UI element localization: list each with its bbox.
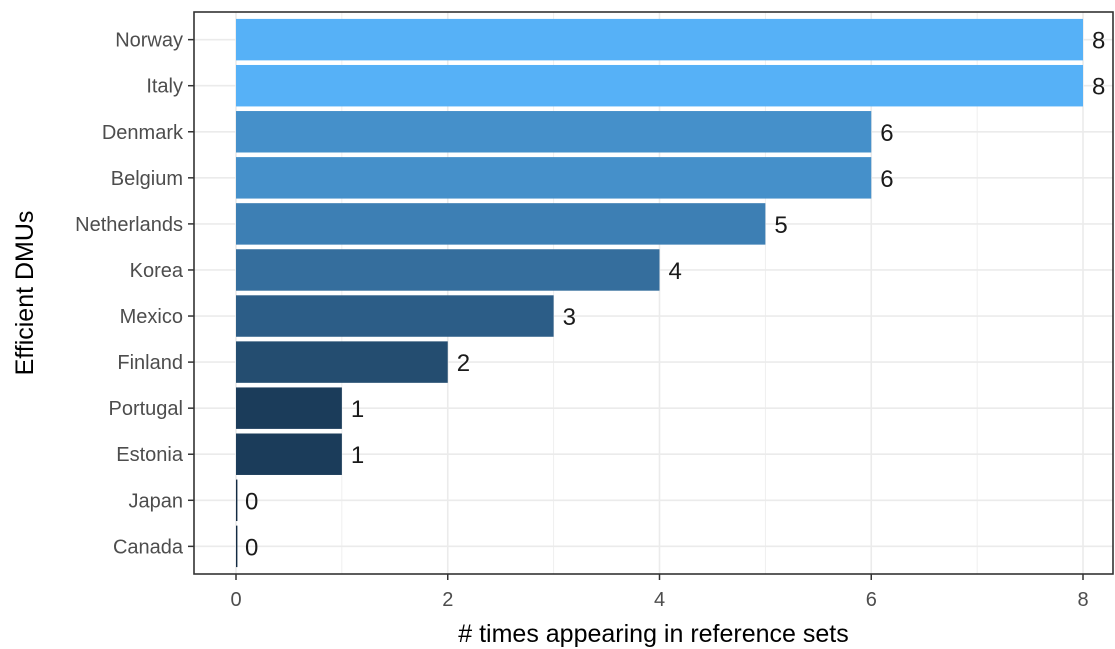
x-tick-label-0: 0 <box>230 589 241 611</box>
y-tick-label-estonia: Estonia <box>116 444 184 466</box>
x-tick-label-4: 4 <box>654 589 665 611</box>
data-label-italy: 8 <box>1092 74 1105 101</box>
y-tick-label-norway: Norway <box>115 30 183 52</box>
bar-italy <box>236 64 1083 107</box>
bar-korea <box>236 249 660 291</box>
x-axis-ticks: 0 2 4 6 8 <box>230 574 1089 611</box>
x-tick-label-6: 6 <box>866 589 877 611</box>
bar-japan <box>236 479 238 522</box>
x-tick-label-2: 2 <box>442 589 453 611</box>
bar-estonia <box>236 433 342 475</box>
bar-norway <box>236 18 1083 61</box>
y-tick-label-netherlands: Netherlands <box>75 214 183 236</box>
data-label-netherlands: 5 <box>774 212 787 239</box>
data-label-canada: 0 <box>245 534 258 561</box>
y-tick-label-portugal: Portugal <box>109 398 184 420</box>
bar-finland <box>236 341 448 383</box>
y-tick-label-italy: Italy <box>146 76 183 98</box>
bar-denmark <box>236 111 872 153</box>
bar-mexico <box>236 295 554 337</box>
data-label-portugal: 1 <box>351 396 364 423</box>
y-tick-label-denmark: Denmark <box>102 122 184 144</box>
y-tick-label-korea: Korea <box>130 260 184 282</box>
data-label-japan: 0 <box>245 488 258 515</box>
data-label-denmark: 6 <box>880 120 893 147</box>
data-label-mexico: 3 <box>563 304 576 331</box>
y-tick-label-belgium: Belgium <box>111 168 183 190</box>
data-label-norway: 8 <box>1092 28 1105 55</box>
y-tick-label-finland: Finland <box>117 352 183 374</box>
y-tick-label-mexico: Mexico <box>120 306 183 328</box>
y-axis-title: Efficient DMUs <box>11 211 39 376</box>
bar-netherlands <box>236 203 766 245</box>
y-tick-label-canada: Canada <box>113 536 184 558</box>
data-label-belgium: 6 <box>880 166 893 193</box>
bar-portugal <box>236 387 342 429</box>
data-label-finland: 2 <box>457 350 470 377</box>
x-tick-label-8: 8 <box>1077 589 1088 611</box>
data-label-estonia: 1 <box>351 442 364 469</box>
bar-canada <box>236 525 238 568</box>
y-axis-ticks: Norway Italy Denmark Belgium Netherlands Kore… <box>75 30 194 558</box>
x-axis-title: # times appearing in reference sets <box>458 620 849 648</box>
data-labels: 8 8 6 6 5 4 3 2 1 1 0 0 <box>245 28 1105 562</box>
panel-border <box>193 11 1114 575</box>
y-tick-label-japan: Japan <box>129 490 184 512</box>
data-label-korea: 4 <box>669 258 682 285</box>
bars <box>236 18 1083 568</box>
bar-belgium <box>236 157 872 199</box>
